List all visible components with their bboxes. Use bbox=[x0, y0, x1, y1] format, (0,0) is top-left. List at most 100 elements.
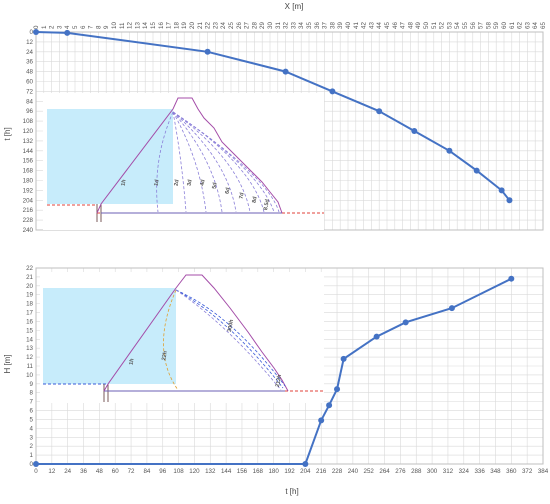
x-tick-label: 5 bbox=[72, 25, 79, 29]
x-tick-label: 324 bbox=[459, 468, 470, 475]
y-tick-label: 3 bbox=[30, 434, 34, 441]
y-tick-label: 10 bbox=[26, 372, 33, 379]
inset-time-label: 1h bbox=[121, 179, 128, 187]
x-tick-label: 348 bbox=[490, 468, 501, 475]
inset-time-label: 6d bbox=[225, 187, 232, 194]
y-tick-label: 36 bbox=[26, 59, 33, 66]
y-tick-label: 18 bbox=[26, 301, 33, 308]
top-chart-data-points bbox=[33, 29, 513, 204]
data-point bbox=[318, 417, 325, 424]
dam-outline bbox=[96, 97, 283, 214]
x-tick-label: 62 bbox=[517, 22, 524, 29]
x-tick-label: 39 bbox=[337, 22, 344, 29]
y-tick-label: 228 bbox=[23, 217, 34, 224]
bottom-chart-x-axis-label: t [h] bbox=[285, 487, 298, 496]
y-tick-label: 22 bbox=[26, 265, 33, 272]
y-tick-label: 204 bbox=[23, 197, 34, 204]
x-tick-label: 144 bbox=[221, 468, 232, 475]
x-tick-label: 56 bbox=[470, 22, 477, 29]
inset-time-label: 5d bbox=[212, 182, 219, 189]
y-tick-label: 15 bbox=[26, 327, 33, 334]
y-tick-label: 5 bbox=[30, 416, 34, 423]
x-tick-label: 51 bbox=[431, 22, 438, 29]
x-tick-label: 6 bbox=[80, 25, 87, 29]
y-tick-label: 84 bbox=[26, 98, 33, 105]
reservoir-water bbox=[43, 288, 176, 384]
x-tick-label: 20 bbox=[189, 22, 196, 29]
x-tick-label: 26 bbox=[236, 22, 243, 29]
x-tick-label: 156 bbox=[237, 468, 248, 475]
x-tick-label: 372 bbox=[522, 468, 533, 475]
y-tick-label: 48 bbox=[26, 69, 33, 76]
x-tick-label: 360 bbox=[506, 468, 517, 475]
y-tick-label: 20 bbox=[26, 283, 33, 290]
x-tick-label: 63 bbox=[524, 22, 531, 29]
x-tick-label: 30 bbox=[267, 22, 274, 29]
y-tick-label: 60 bbox=[26, 79, 33, 86]
data-point bbox=[334, 386, 341, 393]
x-tick-label: 48 bbox=[407, 22, 414, 29]
x-tick-label: 10 bbox=[111, 22, 118, 29]
y-tick-label: 0 bbox=[30, 461, 34, 468]
data-point bbox=[473, 167, 480, 174]
y-tick-label: 24 bbox=[26, 49, 33, 56]
x-tick-label: 312 bbox=[443, 468, 454, 475]
x-tick-label: 8 bbox=[95, 25, 102, 29]
seepage-front-time-chart: 0 1 2 3 4 5 6 7 8 9 10 11 12 13 14 15 16 17 18 19 20 21 22 23 24… bbox=[3, 2, 547, 234]
x-tick-label: 40 bbox=[345, 22, 352, 29]
x-tick-label: 336 bbox=[474, 468, 485, 475]
x-tick-label: 21 bbox=[197, 22, 204, 29]
x-tick-label: 4 bbox=[64, 25, 71, 29]
x-tick-label: 276 bbox=[395, 468, 406, 475]
x-tick-label: 41 bbox=[353, 22, 360, 29]
x-tick-label: 132 bbox=[205, 468, 216, 475]
x-tick-label: 14 bbox=[142, 22, 149, 29]
x-tick-label: 0 bbox=[34, 468, 38, 475]
data-point bbox=[448, 305, 455, 312]
x-tick-label: 180 bbox=[268, 468, 279, 475]
x-tick-label: 60 bbox=[501, 22, 508, 29]
x-tick-label: 168 bbox=[253, 468, 264, 475]
data-point bbox=[498, 187, 505, 194]
y-tick-label: 180 bbox=[23, 178, 34, 185]
inset-time-label: 7d bbox=[239, 192, 246, 199]
x-tick-label: 252 bbox=[364, 468, 375, 475]
y-tick-label: 16 bbox=[26, 318, 33, 325]
y-tick-label: 2 bbox=[30, 443, 34, 450]
x-tick-label: 55 bbox=[462, 22, 469, 29]
y-tick-label: 19 bbox=[26, 292, 33, 299]
x-tick-label: 29 bbox=[259, 22, 266, 29]
y-tick-label: 14 bbox=[26, 336, 33, 343]
x-tick-label: 300 bbox=[427, 468, 438, 475]
data-point bbox=[329, 88, 336, 95]
x-tick-label: 3 bbox=[56, 25, 63, 29]
data-point bbox=[302, 461, 309, 467]
x-tick-label: 2 bbox=[49, 25, 56, 29]
y-tick-label: 168 bbox=[23, 168, 34, 175]
data-point bbox=[446, 147, 453, 154]
data-point bbox=[376, 108, 383, 115]
inset-time-label: 8.5d bbox=[263, 199, 271, 211]
data-point bbox=[326, 402, 333, 409]
y-tick-label: 156 bbox=[23, 158, 34, 165]
y-tick-label: 12 bbox=[26, 39, 33, 46]
y-tick-label: 17 bbox=[26, 310, 33, 317]
x-tick-label: 18 bbox=[173, 22, 180, 29]
data-point bbox=[340, 355, 347, 362]
y-tick-label: 144 bbox=[23, 148, 34, 155]
x-tick-label: 16 bbox=[158, 22, 165, 29]
x-tick-label: 60 bbox=[112, 468, 119, 475]
bottom-chart-data-points bbox=[33, 275, 515, 467]
y-tick-label: 7 bbox=[30, 399, 34, 406]
y-tick-label: 132 bbox=[23, 138, 34, 145]
data-point bbox=[373, 333, 380, 340]
data-point bbox=[411, 128, 418, 134]
x-tick-label: 36 bbox=[80, 468, 87, 475]
x-tick-label: 13 bbox=[134, 22, 141, 29]
y-tick-label: 108 bbox=[23, 118, 34, 125]
x-tick-label: 50 bbox=[423, 22, 430, 29]
x-tick-label: 49 bbox=[415, 22, 422, 29]
x-tick-label: 27 bbox=[244, 22, 251, 29]
data-point bbox=[64, 29, 71, 36]
